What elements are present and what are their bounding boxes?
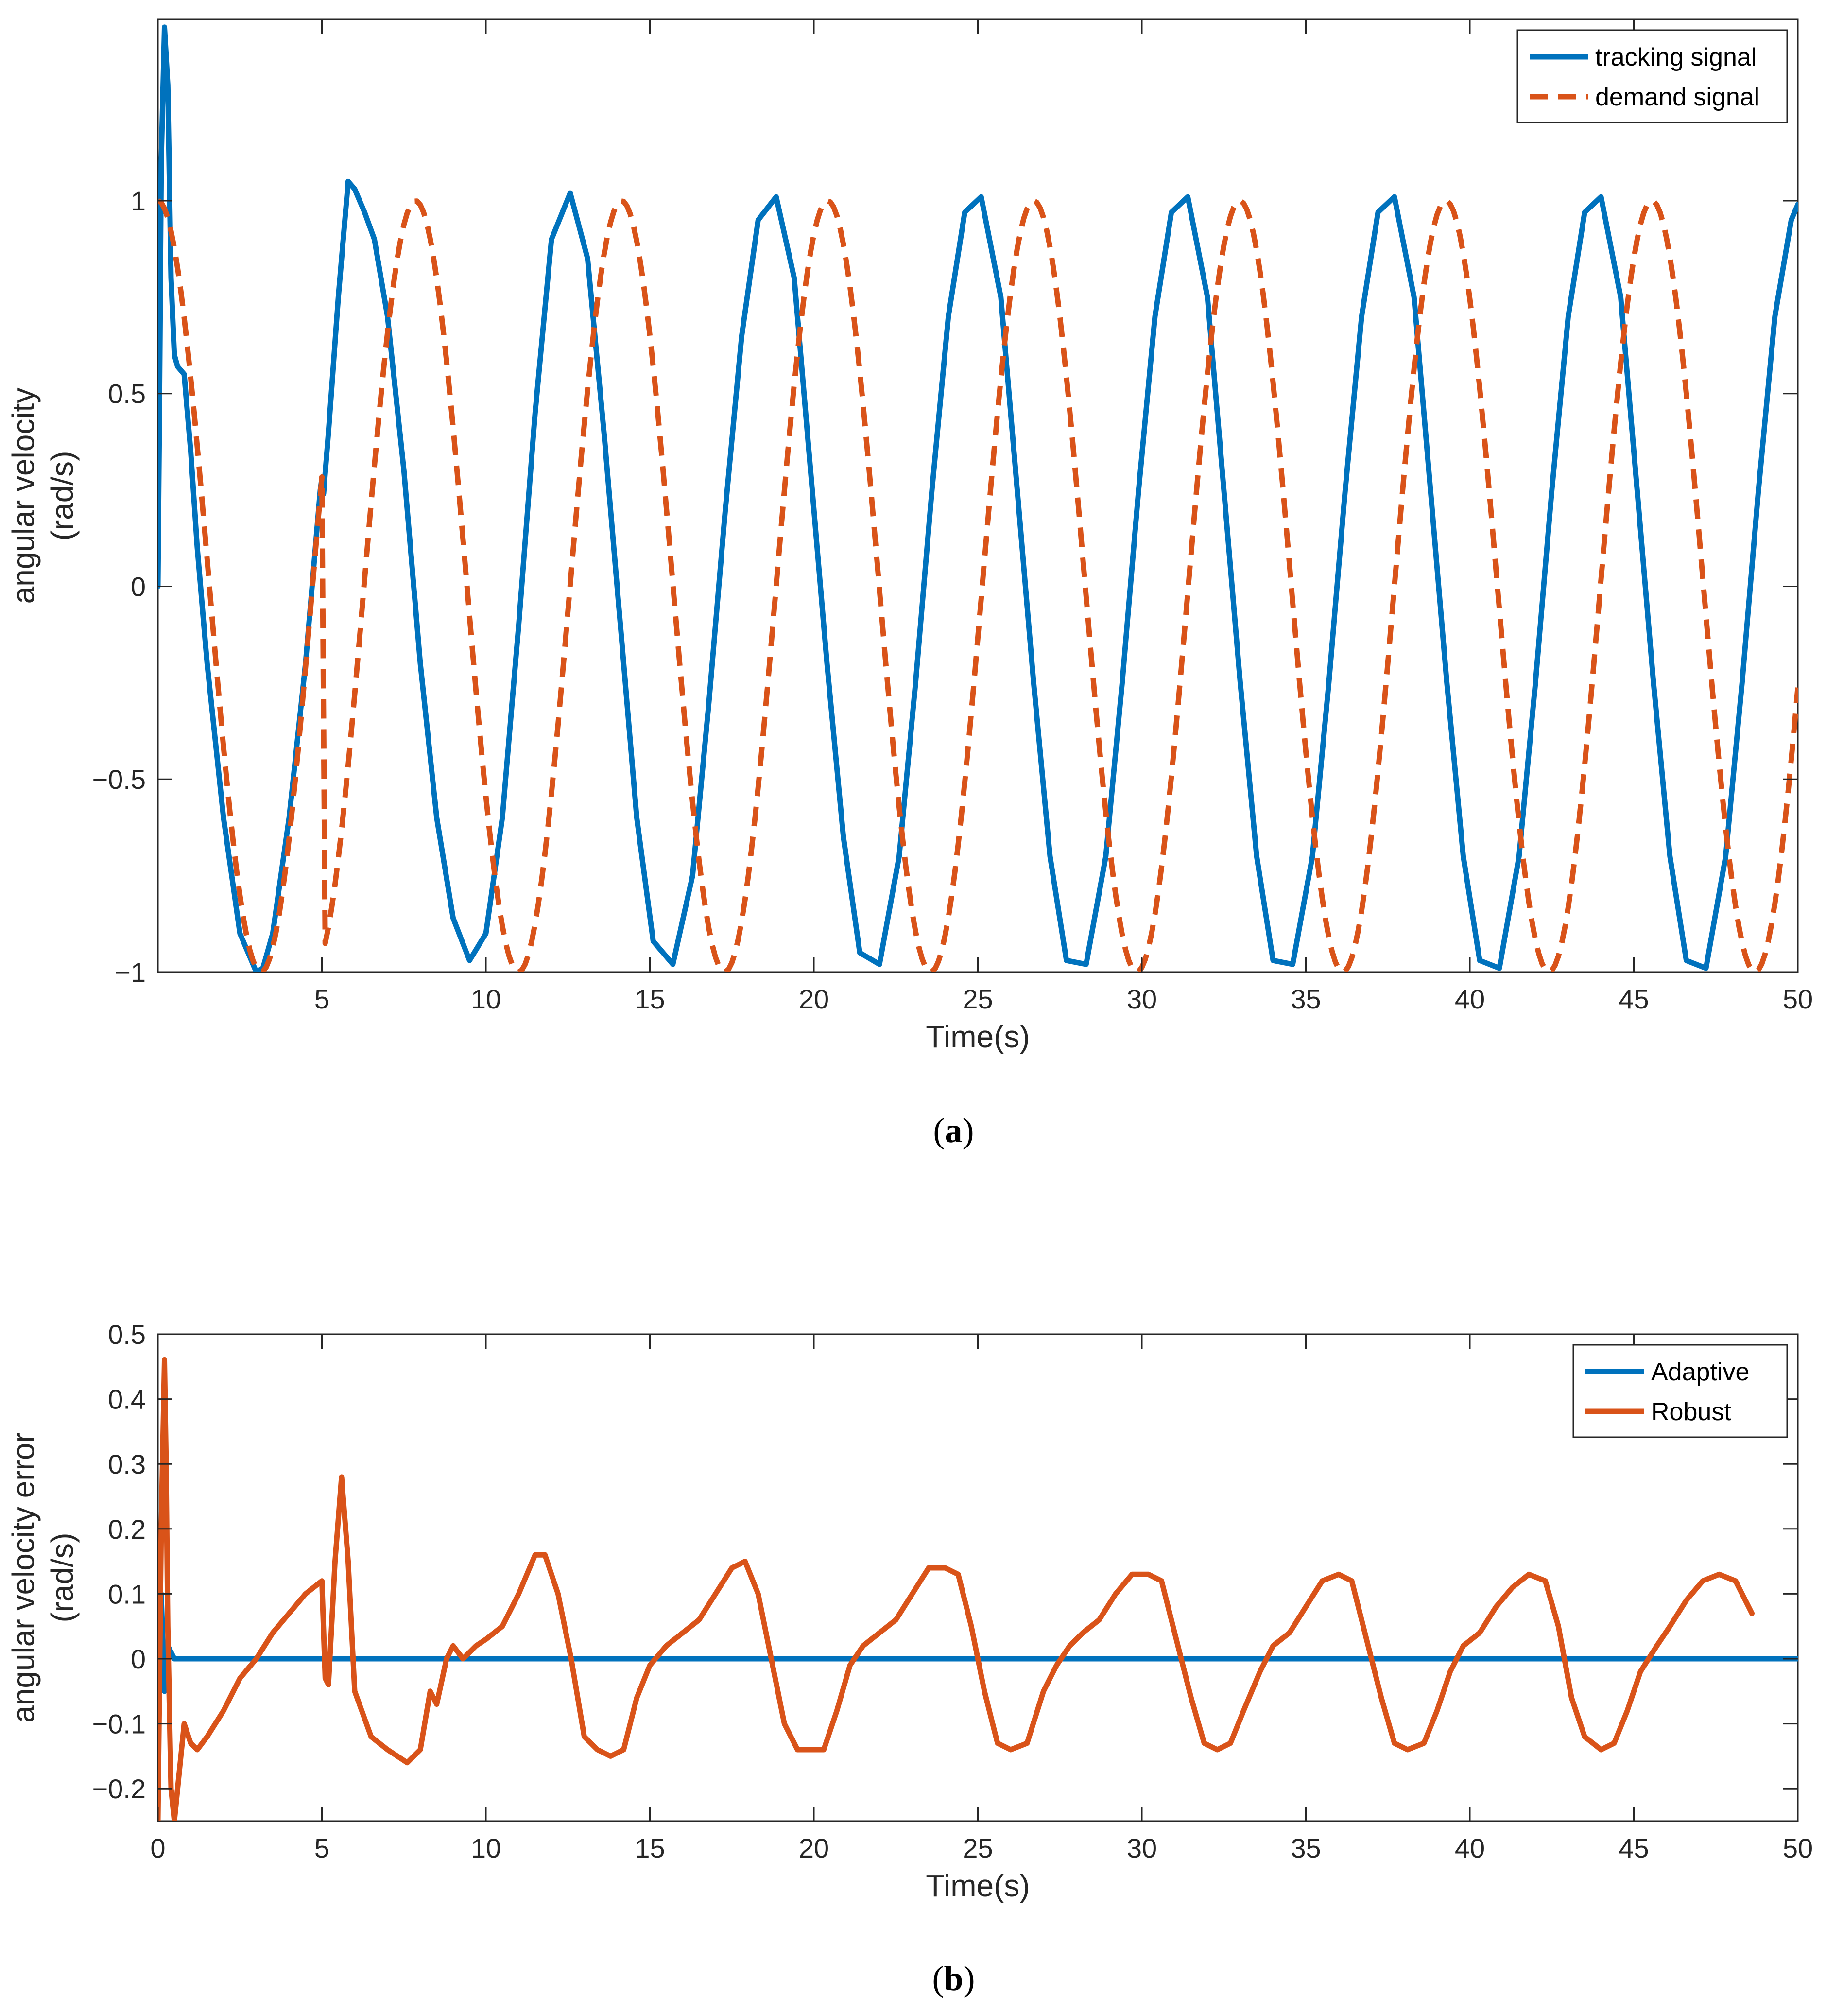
y-tick-label: −0.2 — [92, 1773, 146, 1804]
x-tick-label: 5 — [314, 1833, 329, 1863]
y-axis-title-unit: (rad/s) — [45, 451, 80, 541]
y-tick-label: 0.3 — [108, 1449, 146, 1479]
caption-open: ( — [933, 1111, 945, 1150]
x-tick-label: 40 — [1455, 984, 1485, 1014]
x-axis-title: Time(s) — [926, 1868, 1030, 1903]
legend: Adaptive Robust — [1572, 1344, 1788, 1438]
y-tick-label: 0.2 — [108, 1514, 146, 1545]
x-tick-label: 25 — [963, 984, 993, 1014]
y-tick-label: −0.5 — [92, 764, 146, 795]
x-tick-label: 20 — [799, 984, 829, 1014]
caption-close: ) — [964, 1959, 975, 1998]
y-tick-label: 0.5 — [108, 379, 146, 409]
y-tick-label: 0.4 — [108, 1384, 146, 1415]
x-tick-label: 45 — [1619, 984, 1649, 1014]
legend-label: demand signal — [1595, 83, 1759, 111]
x-tick-label: 15 — [635, 984, 665, 1014]
caption-close: ) — [963, 1111, 974, 1150]
legend-label: tracking signal — [1595, 43, 1757, 71]
chart-a: 5 10 15 20 25 30 35 40 45 50 −1 −0.5 0 0.5 1 Time(s) ang… — [6, 18, 1813, 1150]
series-line-demand-signal — [158, 198, 1798, 972]
chart-b: 0 5 10 15 20 25 30 35 40 45 50 −0.2 −0.1 0 0.1 0.2 0.3 0.… — [6, 1319, 1813, 1998]
x-tick-label: 50 — [1783, 984, 1813, 1014]
x-tick-label: 35 — [1291, 1833, 1321, 1863]
series-line-robust — [158, 1357, 1755, 1821]
caption-letter: a — [945, 1111, 963, 1150]
x-tick-label: 0 — [150, 1833, 165, 1863]
x-tick-label: 30 — [1127, 1833, 1157, 1863]
series-line-tracking-signal — [158, 24, 1798, 972]
series-group — [158, 1357, 1798, 1821]
y-tick-label: −0.1 — [92, 1709, 146, 1739]
subfigure-caption: (a) — [933, 1111, 974, 1150]
plot-frame — [157, 1333, 1799, 1822]
y-tick-label: 0 — [131, 571, 146, 602]
x-tick-label: 50 — [1783, 1833, 1813, 1863]
legend-box — [1572, 1344, 1788, 1438]
series-group — [158, 24, 1798, 972]
y-axis-title-unit: (rad/s) — [45, 1533, 80, 1623]
subfigure-caption: (b) — [932, 1959, 975, 1998]
x-tick-label: 25 — [963, 1833, 993, 1863]
x-tick-label: 35 — [1291, 984, 1321, 1014]
legend-box — [1516, 29, 1788, 123]
legend-label: Robust — [1651, 1398, 1731, 1426]
x-tick-label: 5 — [314, 984, 329, 1014]
x-tick-label: 15 — [635, 1833, 665, 1863]
x-tick-label: 20 — [799, 1833, 829, 1863]
y-tick-label: −1 — [115, 957, 146, 988]
x-tick-label: 30 — [1127, 984, 1157, 1014]
y-axis-title: angular velocity error — [6, 1432, 41, 1723]
y-axis-title: angular velocity — [6, 388, 41, 604]
y-tick-label: 0.5 — [108, 1319, 146, 1350]
x-axis-title: Time(s) — [926, 1019, 1030, 1054]
x-tick-label: 10 — [471, 984, 501, 1014]
x-tick-label: 45 — [1619, 1833, 1649, 1863]
caption-open: ( — [932, 1959, 944, 1998]
caption-letter: b — [944, 1959, 963, 1998]
y-tick-label: 0.1 — [108, 1579, 146, 1609]
x-tick-label: 40 — [1455, 1833, 1485, 1863]
legend: tracking signal demand signal — [1516, 29, 1788, 123]
y-tick-label: 1 — [131, 186, 146, 216]
y-tick-label: 0 — [131, 1644, 146, 1674]
legend-label: Adaptive — [1651, 1358, 1749, 1386]
x-tick-label: 10 — [471, 1833, 501, 1863]
